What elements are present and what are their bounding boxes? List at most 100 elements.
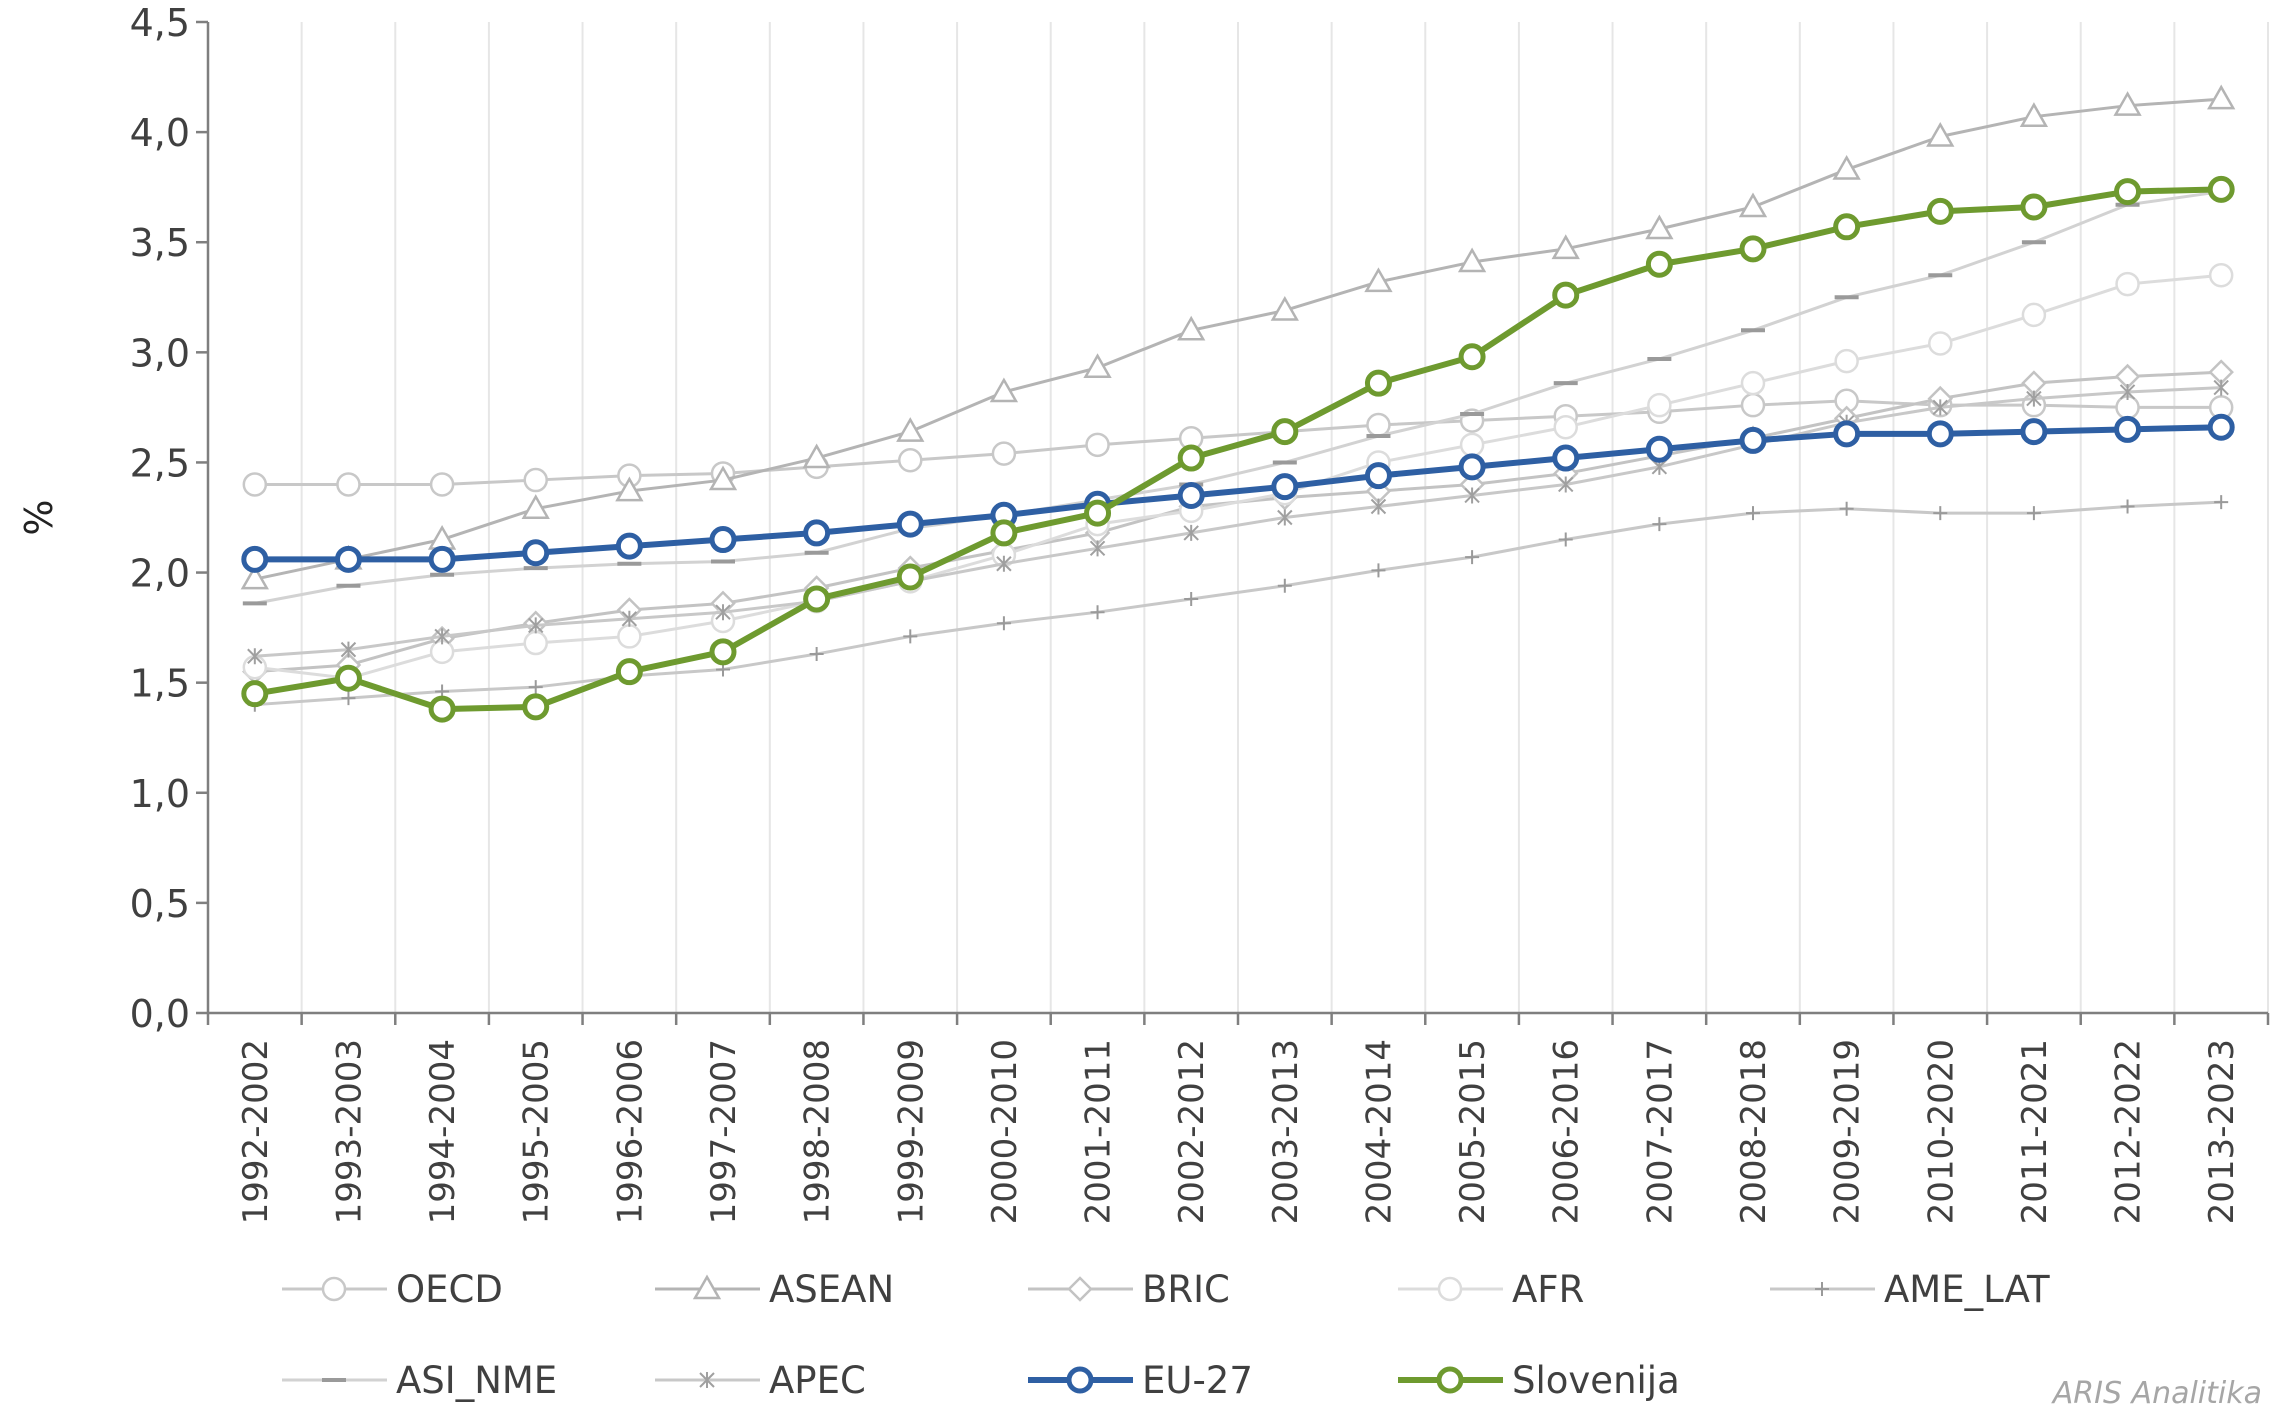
legend-item-slovenija: Slovenija <box>1398 1359 1680 1402</box>
series-line-slovenija <box>254 186 2222 713</box>
data-point <box>1364 369 1392 397</box>
x-tick-label: 2004-2014 <box>1359 1039 1399 1224</box>
data-point <box>1270 295 1299 321</box>
data-point <box>1370 498 1387 515</box>
data-point <box>1277 578 1292 593</box>
data-point <box>336 472 361 497</box>
data-point <box>615 532 643 560</box>
data-point <box>522 539 550 567</box>
data-point <box>896 417 925 442</box>
data-point <box>1932 399 1948 416</box>
data-point <box>241 545 269 573</box>
data-point <box>1177 481 1205 509</box>
data-point <box>1739 235 1767 263</box>
legend-item-apec: APEC <box>655 1359 866 1402</box>
data-point <box>802 443 831 469</box>
data-point <box>1928 331 1953 356</box>
data-point <box>247 648 263 665</box>
grid-lines <box>207 22 2269 1013</box>
data-point <box>1089 540 1106 557</box>
data-point <box>2115 271 2140 297</box>
x-tick-label: 2011-2021 <box>2015 1039 2055 1224</box>
data-point <box>1552 444 1580 472</box>
data-point <box>1364 267 1393 293</box>
series-oecd <box>242 388 2234 497</box>
data-point <box>2207 84 2236 110</box>
data-point <box>1833 420 1861 448</box>
data-point <box>990 519 1018 547</box>
data-point <box>996 616 1011 631</box>
data-point <box>2026 506 2041 521</box>
data-point <box>1933 506 1948 521</box>
data-point <box>2214 495 2229 510</box>
data-point <box>2021 302 2047 328</box>
x-tick-label: 2007-2017 <box>1640 1039 1680 1224</box>
data-point <box>1177 444 1205 472</box>
y-tick-label: 3,0 <box>130 331 190 375</box>
data-point <box>996 555 1012 572</box>
series-line-afr <box>254 273 2222 680</box>
y-tick-labels: 0,0 0,5 1,0 1,5 2,0 2,5 3,0 3,5 4,0 4,5 <box>130 1 208 1036</box>
y-tick-label: 0,5 <box>130 882 190 926</box>
data-point <box>1067 1276 1093 1302</box>
data-point <box>2113 91 2142 116</box>
legend-label: OECD <box>396 1268 503 1311</box>
data-point <box>1645 214 1674 240</box>
legend-item-afr: AFR <box>1398 1268 1584 1311</box>
data-point <box>2020 418 2048 446</box>
data-point <box>896 563 924 591</box>
legend-item-eu-27: EU-27 <box>1028 1359 1253 1402</box>
y-axis-label: % <box>17 499 61 535</box>
data-point <box>521 494 550 519</box>
x-tick-label: 2008-2018 <box>1734 1039 1774 1224</box>
x-tick-label: 2001-2011 <box>1079 1039 1119 1224</box>
data-point <box>1740 370 1766 396</box>
y-tick-label: 1,5 <box>130 662 190 706</box>
data-point <box>1645 250 1673 278</box>
data-point <box>2119 383 2136 400</box>
series-group <box>240 84 2236 723</box>
watermark: ARIS Analitika <box>2052 1376 2262 1411</box>
data-point <box>1832 155 1861 180</box>
x-tick-label: 1993-2003 <box>329 1039 369 1224</box>
y-tick-label: 1,0 <box>130 772 190 816</box>
data-point <box>434 628 450 645</box>
data-point <box>528 680 543 695</box>
data-point <box>709 638 737 666</box>
x-tick-label: 2002-2012 <box>1172 1039 1212 1224</box>
data-point <box>903 629 918 644</box>
data-point <box>1271 473 1299 501</box>
data-point <box>1437 1276 1463 1302</box>
data-point <box>242 472 268 497</box>
data-point <box>1184 591 1199 606</box>
data-point <box>1458 453 1486 481</box>
data-point <box>2207 175 2235 203</box>
data-point <box>1834 348 1859 374</box>
x-tick-label: 1998-2008 <box>798 1039 838 1224</box>
data-point <box>1177 315 1206 341</box>
data-point <box>803 519 831 547</box>
data-point <box>2020 193 2048 221</box>
data-point <box>340 641 357 658</box>
data-point <box>617 624 642 649</box>
x-tick-label: 2000-2010 <box>985 1039 1025 1224</box>
data-point <box>523 630 548 656</box>
x-tick-label: 1995-2005 <box>517 1039 557 1224</box>
data-point <box>615 476 644 502</box>
data-point <box>428 545 456 573</box>
legend-label: AME_LAT <box>1884 1268 2050 1311</box>
data-point <box>429 472 455 497</box>
series-line-ame-lat <box>254 500 2222 707</box>
data-point <box>809 647 824 662</box>
data-point <box>699 1372 715 1388</box>
series-slovenija <box>241 175 2235 723</box>
legend-label: ASI_NME <box>396 1359 557 1402</box>
data-point <box>896 510 924 538</box>
data-point <box>523 467 548 493</box>
data-point <box>803 585 831 613</box>
legend-item-asean: ASEAN <box>655 1268 894 1311</box>
data-point <box>692 1274 722 1300</box>
legend-item-bric: BRIC <box>1028 1268 1230 1311</box>
legend: OECD ASEAN BRIC AFR AME_LAT ASI_NME APEC EU-27 S… <box>282 1268 2050 1402</box>
